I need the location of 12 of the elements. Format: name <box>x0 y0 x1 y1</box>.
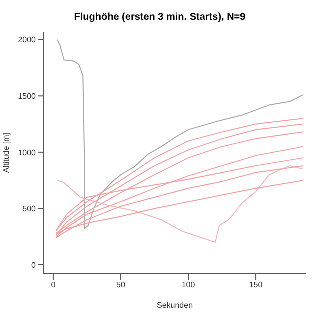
x-tick-label: 100 <box>182 280 196 290</box>
y-tick-label: 0 <box>32 260 37 270</box>
x-tick-label: 150 <box>249 280 264 290</box>
x-tick-label: 0 <box>51 280 56 290</box>
y-axis-title: Altitude [m] <box>2 132 11 174</box>
y-tick-label: 1000 <box>18 148 37 158</box>
y-tick-label: 1500 <box>18 92 37 101</box>
y-tick-label: 500 <box>22 204 37 214</box>
x-tick-label: 50 <box>116 280 126 290</box>
x-axis-title: Sekunden <box>156 301 194 310</box>
y-tick-label: 2000 <box>18 36 37 45</box>
chart-title: Flughöhe (ersten 3 min. Starts), N=9 <box>73 12 247 23</box>
